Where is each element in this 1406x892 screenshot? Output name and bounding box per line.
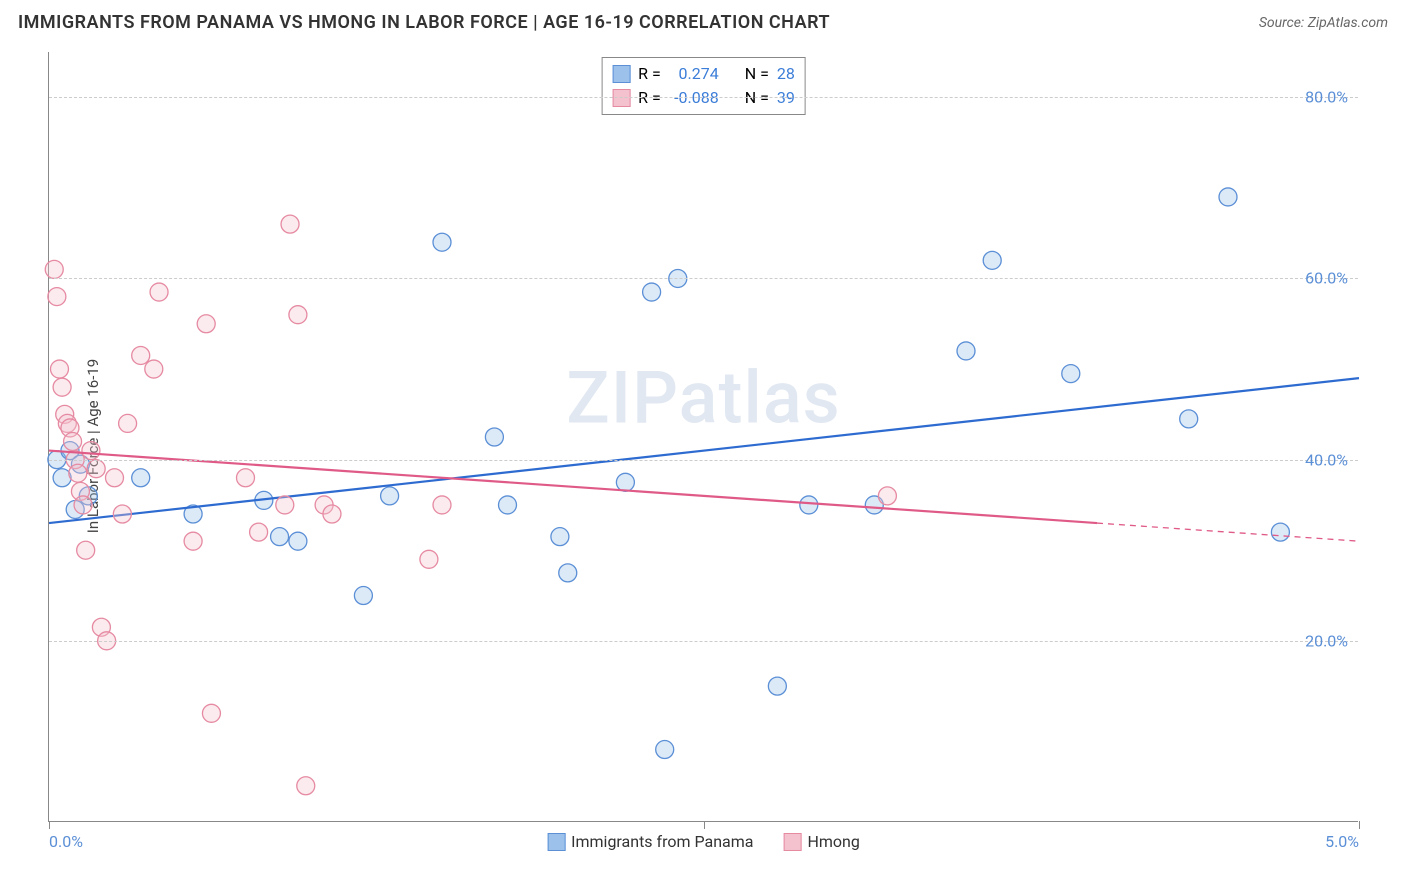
data-point bbox=[77, 541, 95, 559]
data-point bbox=[250, 523, 268, 541]
data-point bbox=[106, 469, 124, 487]
data-point bbox=[656, 741, 674, 759]
x-tick-label-max: 5.0% bbox=[1325, 832, 1359, 851]
x-tick bbox=[49, 821, 50, 829]
x-tick-label-min: 0.0% bbox=[49, 832, 83, 851]
swatch-panama bbox=[612, 65, 630, 83]
data-point bbox=[768, 677, 786, 695]
data-point bbox=[271, 528, 289, 546]
data-point bbox=[1180, 410, 1198, 428]
legend-label-hmong: Hmong bbox=[807, 832, 859, 851]
data-point bbox=[237, 469, 255, 487]
data-point bbox=[202, 704, 220, 722]
data-point bbox=[184, 532, 202, 550]
data-point bbox=[1271, 523, 1289, 541]
legend-item-panama: Immigrants from Panama bbox=[547, 832, 753, 851]
y-tick-label: 40.0% bbox=[1305, 450, 1348, 469]
source-credit: Source: ZipAtlas.com bbox=[1259, 15, 1388, 31]
legend-series: Immigrants from Panama Hmong bbox=[547, 832, 860, 851]
data-point bbox=[323, 505, 341, 523]
swatch-hmong bbox=[783, 833, 801, 851]
r-value-panama: 0.274 bbox=[669, 62, 719, 86]
data-point bbox=[983, 251, 1001, 269]
data-point bbox=[485, 428, 503, 446]
data-point bbox=[433, 496, 451, 514]
plot-area: ZIPatlas R = 0.274 N = 28 R = -0.088 N =… bbox=[48, 52, 1358, 822]
data-point bbox=[113, 505, 131, 523]
data-point bbox=[87, 460, 105, 478]
chart-title: IMMIGRANTS FROM PANAMA VS HMONG IN LABOR… bbox=[18, 12, 830, 33]
grid-line bbox=[49, 460, 1358, 461]
data-point bbox=[145, 360, 163, 378]
legend-item-hmong: Hmong bbox=[783, 832, 859, 851]
y-tick-label: 20.0% bbox=[1305, 631, 1348, 650]
n-value-panama: 28 bbox=[777, 62, 795, 86]
data-point bbox=[69, 464, 87, 482]
data-point bbox=[289, 306, 307, 324]
data-point bbox=[420, 550, 438, 568]
legend-row-panama: R = 0.274 N = 28 bbox=[612, 62, 795, 86]
legend-label-panama: Immigrants from Panama bbox=[571, 832, 753, 851]
data-point bbox=[643, 283, 661, 301]
data-point bbox=[1219, 188, 1237, 206]
y-tick-label: 80.0% bbox=[1305, 88, 1348, 107]
data-point bbox=[53, 378, 71, 396]
data-point bbox=[354, 587, 372, 605]
data-point bbox=[82, 442, 100, 460]
n-label: N = bbox=[745, 62, 769, 86]
data-point bbox=[74, 496, 92, 514]
legend-correlation-box: R = 0.274 N = 28 R = -0.088 N = 39 bbox=[601, 57, 806, 115]
grid-line bbox=[49, 97, 1358, 98]
trend-line-extrapolated bbox=[1097, 523, 1359, 541]
data-point bbox=[800, 496, 818, 514]
data-point bbox=[281, 215, 299, 233]
data-point bbox=[499, 496, 517, 514]
data-point bbox=[45, 260, 63, 278]
swatch-panama bbox=[547, 833, 565, 851]
y-tick-label: 60.0% bbox=[1305, 269, 1348, 288]
data-point bbox=[132, 346, 150, 364]
data-point bbox=[878, 487, 896, 505]
data-point bbox=[1062, 365, 1080, 383]
trend-line bbox=[49, 378, 1359, 523]
data-point bbox=[289, 532, 307, 550]
data-point bbox=[197, 315, 215, 333]
data-point bbox=[48, 288, 66, 306]
data-point bbox=[551, 528, 569, 546]
data-point bbox=[616, 473, 634, 491]
trend-line bbox=[49, 451, 1097, 523]
grid-line bbox=[49, 641, 1358, 642]
x-tick bbox=[1359, 821, 1360, 829]
data-point bbox=[297, 777, 315, 795]
data-point bbox=[276, 496, 294, 514]
data-point bbox=[559, 564, 577, 582]
data-point bbox=[433, 233, 451, 251]
data-point bbox=[64, 433, 82, 451]
r-label: R = bbox=[638, 62, 661, 86]
grid-line bbox=[49, 278, 1358, 279]
data-point bbox=[50, 360, 68, 378]
data-point bbox=[150, 283, 168, 301]
chart-svg bbox=[49, 52, 1358, 821]
data-point bbox=[957, 342, 975, 360]
data-point bbox=[119, 414, 137, 432]
data-point bbox=[132, 469, 150, 487]
x-tick bbox=[704, 821, 705, 829]
data-point bbox=[381, 487, 399, 505]
